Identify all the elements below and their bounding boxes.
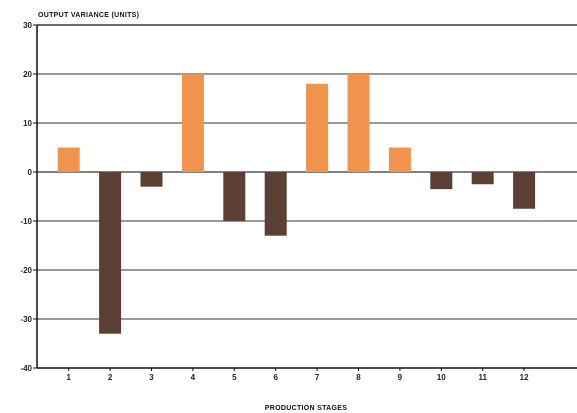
bar	[223, 172, 246, 221]
bar	[99, 172, 122, 334]
x-tick-label: 7	[315, 373, 320, 382]
bars	[57, 74, 536, 334]
y-tick-label: -40	[20, 364, 32, 373]
y-tick-label: 10	[23, 119, 32, 128]
bar	[140, 172, 163, 187]
x-tick-label: 8	[356, 373, 361, 382]
x-tick-label: 11	[478, 373, 487, 382]
x-tick-label: 6	[273, 373, 278, 382]
y-axis-title: OUTPUT VARIANCE (UNITS)	[38, 12, 139, 19]
x-axis-title: PRODUCTION STAGES	[265, 405, 347, 412]
y-tick-label: -10	[20, 217, 32, 226]
x-tick-label: 10	[437, 373, 446, 382]
x-tick-label: 5	[232, 373, 237, 382]
y-tick-label: -30	[20, 315, 32, 324]
bar	[513, 172, 536, 209]
x-tick-label: 1	[66, 373, 71, 382]
bar	[471, 172, 494, 185]
x-tick-label: 3	[149, 373, 154, 382]
bar	[264, 172, 287, 236]
x-tick-label: 2	[108, 373, 113, 382]
bar	[57, 147, 80, 172]
bar	[388, 147, 411, 172]
y-tick-label: 20	[23, 70, 32, 79]
x-tick-labels: 1 2 3 4 5 6 7 8 9 10 11 12	[66, 373, 529, 382]
x-tick-label: 9	[398, 373, 403, 382]
y-tick-label: 30	[23, 21, 32, 30]
y-tick-labels: -40 -30 -20 -10 0 10 20 30	[20, 21, 32, 373]
bar	[347, 74, 370, 172]
y-tick-label: -20	[20, 266, 32, 275]
x-tick-label: 12	[520, 373, 529, 382]
bar	[430, 172, 453, 190]
bar	[306, 83, 329, 172]
bar	[181, 74, 204, 172]
plot-frame	[33, 24, 577, 371]
y-tick-label: 0	[28, 168, 33, 177]
x-tick-label: 4	[191, 373, 196, 382]
